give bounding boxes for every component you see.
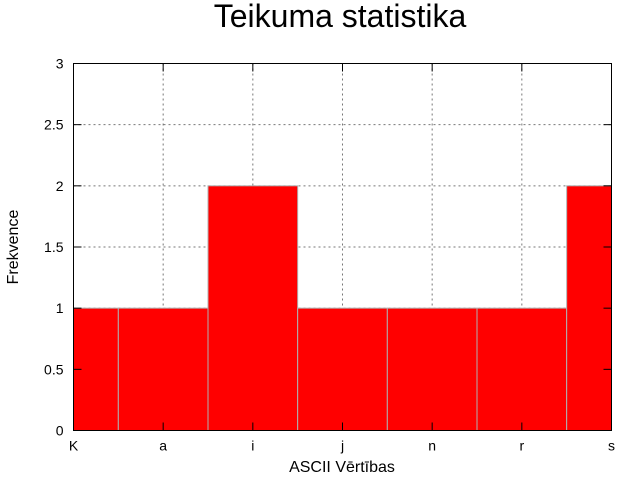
y-tick-label: 0.5 bbox=[44, 361, 64, 377]
y-tick-label: 1 bbox=[56, 300, 64, 316]
x-tick-label: a bbox=[159, 438, 167, 454]
x-tick-label: r bbox=[519, 438, 524, 454]
bar-j bbox=[297, 307, 388, 431]
x-axis-label: ASCII Vērtības bbox=[289, 459, 395, 476]
bar-n bbox=[386, 307, 478, 431]
y-ticks: 0 0.5 1 1.5 2 2.5 3 bbox=[44, 56, 612, 439]
y-tick-label: 1.5 bbox=[44, 239, 64, 255]
bar-i bbox=[207, 185, 299, 431]
y-tick-label: 0 bbox=[56, 423, 64, 439]
x-tick-label: j bbox=[340, 438, 344, 454]
x-tick-label: s bbox=[608, 438, 615, 454]
bar-r bbox=[476, 307, 568, 431]
x-tick-label: i bbox=[251, 438, 254, 454]
x-tick-label: n bbox=[428, 438, 436, 454]
y-axis-label: Frekvence bbox=[5, 210, 22, 285]
chart-title: Teikuma statistika bbox=[214, 0, 467, 34]
x-tick-label: K bbox=[69, 438, 79, 454]
bars bbox=[73, 185, 613, 431]
bar-a bbox=[117, 307, 209, 431]
y-tick-label: 3 bbox=[56, 56, 64, 72]
y-tick-label: 2 bbox=[56, 178, 64, 194]
y-tick-label: 2.5 bbox=[44, 117, 64, 133]
